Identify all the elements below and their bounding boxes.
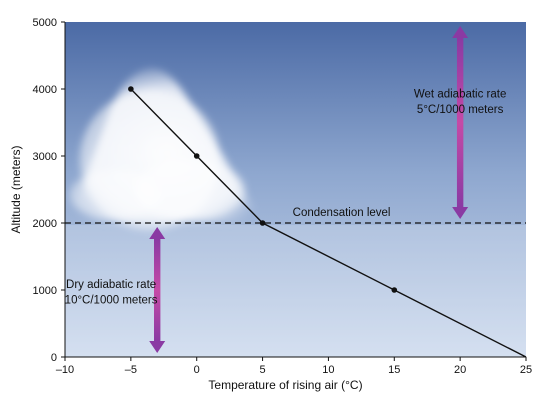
data-point — [391, 287, 398, 293]
wet-adiabatic-arrow — [452, 26, 469, 219]
axes: –10 –5 0 5 10 15 20 25 0 1000 2000 3000 4000 5000 — [33, 17, 533, 376]
y-tick-label: 1000 — [33, 285, 57, 297]
arrow-shaft — [154, 239, 161, 341]
data-point — [193, 153, 200, 159]
y-axis-title: Altitude (meters) — [9, 145, 23, 233]
x-tick-label: –5 — [125, 364, 137, 376]
y-tick-label: 0 — [51, 352, 57, 364]
cloud-illustration — [70, 68, 262, 230]
arrow-head-down — [452, 207, 469, 219]
y-tick-label: 2000 — [33, 218, 57, 230]
x-tick-label: 0 — [194, 364, 200, 376]
data-points — [128, 86, 398, 293]
y-tick-label: 4000 — [33, 84, 57, 96]
x-tick-label: 20 — [454, 364, 466, 376]
y-tick-label: 3000 — [33, 151, 57, 163]
arrow-shaft — [456, 38, 464, 207]
arrow-head-down — [149, 341, 166, 353]
x-tick-label: –10 — [56, 364, 74, 376]
data-point — [259, 220, 266, 226]
data-point — [128, 86, 134, 92]
x-tick-label: 10 — [322, 364, 334, 376]
x-tick-label: 25 — [520, 364, 532, 376]
x-tick-label: 15 — [388, 364, 400, 376]
x-axis-title: Temperature of rising air (°C) — [208, 378, 362, 392]
arrow-head-up — [149, 227, 166, 239]
condensation-level-label: Condensation level — [293, 207, 391, 219]
dry-rate-label-line1: Dry adiabatic rate — [66, 279, 156, 291]
y-tick-label: 5000 — [33, 17, 57, 29]
x-tick-label: 5 — [260, 364, 266, 376]
arrow-head-up — [452, 26, 469, 38]
dry-rate-label-line2: 10°C/1000 meters — [65, 294, 158, 306]
wet-rate-label-line2: 5°C/1000 meters — [417, 104, 504, 116]
wet-rate-label-line1: Wet adiabatic rate — [414, 89, 506, 101]
haze-band — [65, 225, 526, 357]
dry-adiabatic-arrow — [149, 227, 166, 353]
